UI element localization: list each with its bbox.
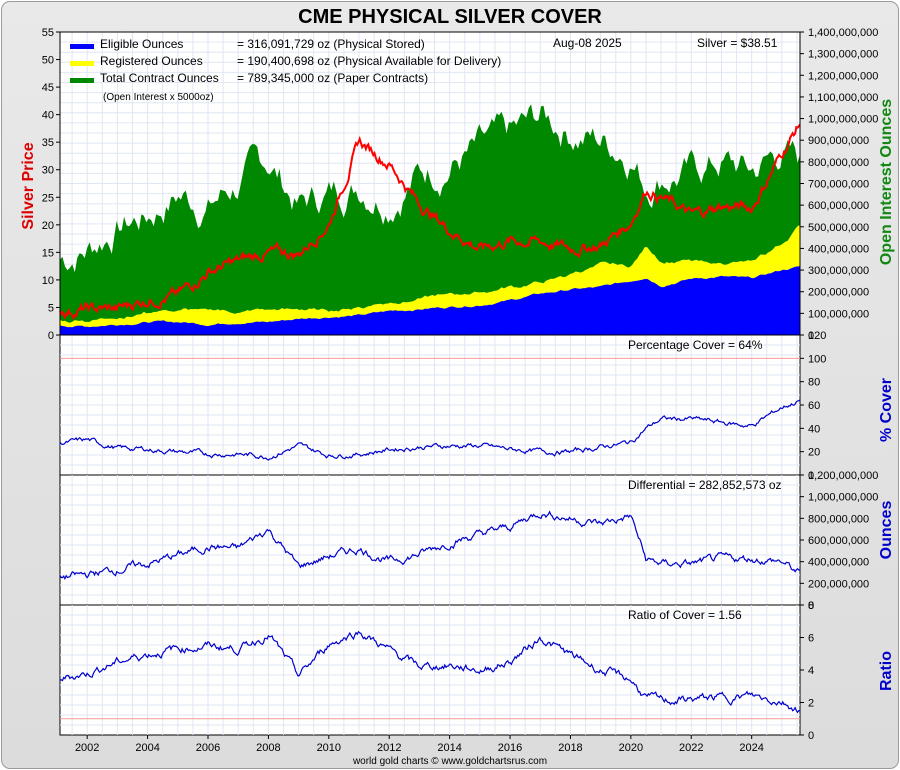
legend-swatch bbox=[70, 44, 94, 49]
x-tick-label: 2016 bbox=[498, 742, 522, 754]
right-tick-label: 0 bbox=[808, 330, 814, 342]
x-tick-label: 2014 bbox=[437, 742, 461, 754]
legend-name: Eligible Ounces bbox=[100, 37, 183, 51]
percentage-label: Percentage Cover = 64% bbox=[628, 338, 763, 352]
left-axis-title: Silver Price bbox=[20, 142, 37, 229]
panel-2-plot-area bbox=[59, 474, 801, 606]
right-tick-label: 120 bbox=[808, 330, 826, 342]
ratio-label: Ratio of Cover = 1.56 bbox=[628, 608, 742, 622]
legend-value: = 789,345,000 oz (Paper Contracts) bbox=[237, 71, 428, 85]
differential-label: Differential = 282,852,573 oz bbox=[628, 478, 782, 492]
right-tick-label: 20 bbox=[808, 447, 820, 459]
left-tick-label: 55 bbox=[42, 27, 54, 39]
right-tick-label: 0 bbox=[808, 730, 814, 742]
panel-2-grid bbox=[60, 475, 800, 605]
x-tick-label: 2002 bbox=[75, 742, 99, 754]
right-tick-label: 8 bbox=[808, 600, 814, 612]
right-tick-label: 100 bbox=[808, 353, 826, 365]
left-tick-label: 50 bbox=[42, 55, 54, 67]
right-tick-label: 40 bbox=[808, 423, 820, 435]
legend-value: = 316,091,729 oz (Physical Stored) bbox=[237, 37, 425, 51]
x-tick-label: 2008 bbox=[256, 742, 280, 754]
right-tick-label: 1,000,000,000 bbox=[808, 492, 878, 504]
date-label: Aug-08 2025 bbox=[553, 36, 622, 50]
pct-axis-title: % Cover bbox=[878, 378, 895, 442]
right-tick-label: 2 bbox=[808, 698, 814, 710]
silver-price-line bbox=[59, 123, 801, 321]
x-tick-label: 2004 bbox=[135, 742, 159, 754]
right-tick-label: 700,000,000 bbox=[808, 179, 869, 191]
legend-name: Total Contract Ounces bbox=[100, 71, 219, 85]
x-tick-label: 2020 bbox=[619, 742, 643, 754]
ratio-axis-title: Ratio bbox=[878, 651, 895, 691]
left-tick-label: 15 bbox=[42, 247, 54, 259]
x-tick-label: 2018 bbox=[558, 742, 582, 754]
left-tick-label: 40 bbox=[42, 110, 54, 122]
percentage-line bbox=[59, 399, 801, 461]
right-tick-label: 900,000,000 bbox=[808, 135, 869, 147]
x-tick-label: 2006 bbox=[196, 742, 220, 754]
right-tick-label: 400,000,000 bbox=[808, 243, 869, 255]
right-tick-label: 600,000,000 bbox=[808, 535, 869, 547]
left-tick-label: 45 bbox=[42, 82, 54, 94]
left-tick-label: 5 bbox=[48, 302, 54, 314]
eligible-area bbox=[60, 266, 800, 335]
ratio-line bbox=[59, 630, 800, 714]
right-tick-label: 0 bbox=[808, 470, 814, 482]
right-tick-label: 0 bbox=[808, 600, 814, 612]
diff-axis-title: Ounces bbox=[878, 501, 895, 560]
price-label: Silver = $38.51 bbox=[697, 36, 778, 50]
left-tick-label: 0 bbox=[48, 330, 54, 342]
legend-note: (Open Interest x 5000oz) bbox=[103, 92, 214, 103]
panel-3-grid bbox=[60, 605, 800, 735]
chart-title: CME PHYSICAL SILVER COVER bbox=[298, 6, 602, 28]
right-tick-label: 6 bbox=[808, 633, 814, 645]
left-tick-label: 35 bbox=[42, 137, 54, 149]
right-tick-label: 200,000,000 bbox=[808, 287, 869, 299]
legend-swatch bbox=[70, 78, 94, 83]
right-tick-label: 500,000,000 bbox=[808, 222, 869, 234]
right-tick-label: 800,000,000 bbox=[808, 513, 869, 525]
x-tick-label: 2010 bbox=[317, 742, 341, 754]
footer-credit: world gold charts © www.goldchartsrus.co… bbox=[352, 756, 547, 767]
x-tick-label: 2024 bbox=[739, 742, 763, 754]
left-tick-label: 10 bbox=[42, 275, 54, 287]
right-tick-label: 80 bbox=[808, 377, 820, 389]
right-tick-label: 100,000,000 bbox=[808, 308, 869, 320]
left-tick-label: 30 bbox=[42, 165, 54, 177]
right-tick-label: 60 bbox=[808, 400, 820, 412]
right-tick-label: 1,000,000,000 bbox=[808, 114, 878, 126]
differential-line bbox=[59, 510, 800, 581]
right-tick-label: 300,000,000 bbox=[808, 265, 869, 277]
x-tick-label: 2012 bbox=[377, 742, 401, 754]
left-tick-label: 20 bbox=[42, 220, 54, 232]
legend-name: Registered Ounces bbox=[100, 54, 203, 68]
right-tick-label: 600,000,000 bbox=[808, 200, 869, 212]
legend-swatch bbox=[70, 61, 94, 66]
right-tick-label: 800,000,000 bbox=[808, 157, 869, 169]
right-tick-label: 1,300,000,000 bbox=[808, 49, 878, 61]
x-tick-label: 2022 bbox=[679, 742, 703, 754]
right-tick-label: 1,400,000,000 bbox=[808, 27, 878, 39]
right-tick-label: 4 bbox=[808, 665, 814, 677]
legend-value: = 190,400,698 oz (Physical Available for… bbox=[237, 54, 501, 68]
right-tick-label: 400,000,000 bbox=[808, 557, 869, 569]
right-axis-title: Open Interest Ounces bbox=[878, 99, 895, 265]
right-tick-label: 1,200,000,000 bbox=[808, 70, 878, 82]
right-tick-label: 1,200,000,000 bbox=[808, 470, 878, 482]
right-tick-label: 200,000,000 bbox=[808, 578, 869, 590]
right-tick-label: 1,100,000,000 bbox=[808, 92, 878, 104]
left-tick-label: 25 bbox=[42, 192, 54, 204]
panel-3-plot-area bbox=[59, 604, 801, 736]
